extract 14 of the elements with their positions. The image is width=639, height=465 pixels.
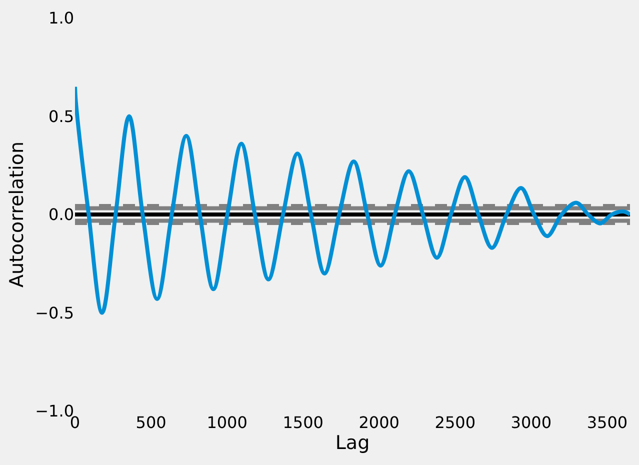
y-tick-label: −0.5 bbox=[35, 303, 74, 322]
x-tick-label: 1500 bbox=[282, 413, 324, 432]
y-tick-label: 1.0 bbox=[48, 8, 74, 28]
x-axis-title: Lag bbox=[335, 432, 370, 454]
y-tick-label: 0.0 bbox=[48, 205, 74, 224]
x-tick-label: 3500 bbox=[586, 413, 628, 432]
x-tick-label: 1000 bbox=[206, 413, 248, 432]
line-series bbox=[75, 84, 630, 315]
x-tick-label: 3000 bbox=[510, 413, 552, 432]
y-axis-title: Autocorrelation bbox=[6, 141, 28, 288]
y-tick-label: 0.5 bbox=[48, 106, 74, 126]
x-tick-label: 2500 bbox=[434, 413, 476, 432]
x-tick-label: 2000 bbox=[358, 413, 400, 432]
x-tick-label: 500 bbox=[136, 413, 166, 432]
